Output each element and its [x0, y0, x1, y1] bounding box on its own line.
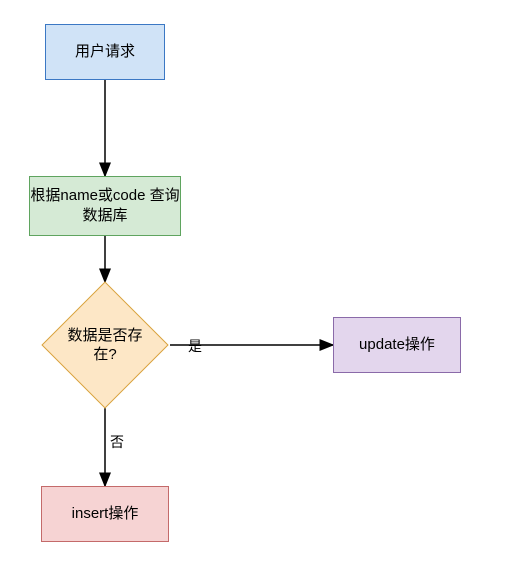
node-insert: insert操作 [41, 486, 169, 542]
node-decision: 数据是否存 在? [60, 300, 150, 390]
node-start: 用户请求 [45, 24, 165, 80]
node-decision-label: 数据是否存 在? [60, 300, 150, 390]
edge-label-decision-insert: 否 [110, 432, 124, 452]
edge-label-decision-update: 是 [188, 336, 202, 356]
edges-layer [0, 0, 514, 564]
node-query: 根据name或code 查询数据库 [29, 176, 181, 236]
node-update: update操作 [333, 317, 461, 373]
